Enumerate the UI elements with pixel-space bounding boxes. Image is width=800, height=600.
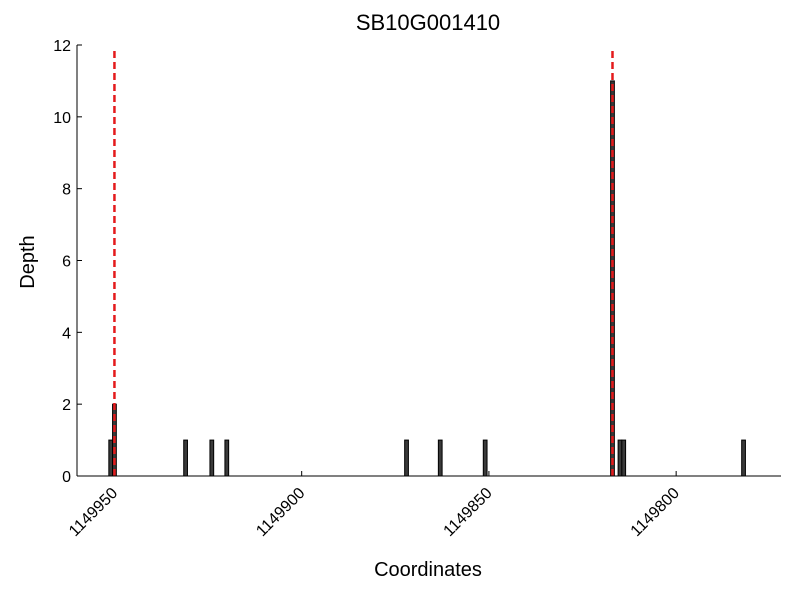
bar (617, 439, 623, 477)
x-axis-label: Coordinates (374, 559, 482, 581)
bar (224, 439, 230, 477)
y-tick-label: 6 (62, 254, 71, 271)
bar (183, 439, 188, 477)
bar (621, 439, 627, 477)
y-axis-label: Depth (17, 235, 39, 288)
bar (209, 439, 215, 477)
bar (741, 439, 746, 477)
chart-title: SB10G001410 (356, 10, 500, 35)
x-tick-label: 1149900 (253, 485, 308, 540)
y-tick-label: 10 (53, 110, 71, 127)
x-tick-label: 1149800 (628, 485, 683, 540)
y-tick-label: 8 (62, 182, 71, 199)
bar (437, 439, 443, 477)
y-tick-label: 0 (62, 469, 71, 486)
x-tick-label: 1149950 (66, 485, 121, 540)
bar (108, 439, 114, 477)
y-tick-label: 12 (53, 38, 71, 55)
bar (404, 439, 409, 477)
y-tick-label: 4 (62, 325, 71, 342)
bar (482, 439, 488, 477)
x-tick-label: 1149850 (441, 485, 496, 540)
y-tick-label: 2 (62, 397, 71, 414)
